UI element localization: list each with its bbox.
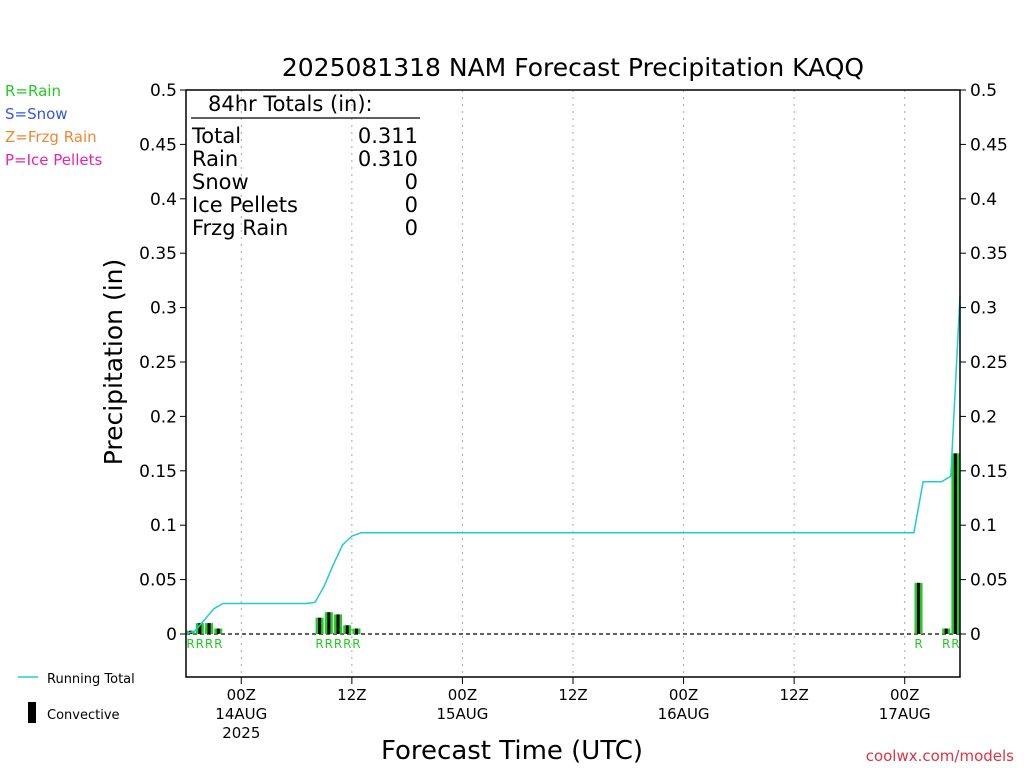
legend-type-1: S=Snow <box>5 105 68 123</box>
totals-value-4: 0 <box>405 216 418 240</box>
precip-type-marker-4: R <box>315 637 323 651</box>
x-tick-label-5-0: 12Z <box>779 686 808 704</box>
y-tick-label-left-6: 0.3 <box>150 299 177 319</box>
convective-bar-11 <box>953 453 957 634</box>
y-axis-title: Precipitation (in) <box>99 259 128 466</box>
x-tick-label-4-0: 00Z <box>669 686 698 704</box>
precip-type-marker-5: R <box>325 637 333 651</box>
credit-text: coolwx.com/models <box>866 747 1014 765</box>
y-tick-label-left-1: 0.05 <box>139 571 177 591</box>
precip-type-marker-11: R <box>951 637 959 651</box>
x-tick-label-0-0: 00Z <box>227 686 256 704</box>
totals-value-1: 0.310 <box>358 147 418 171</box>
y-tick-label-right-0: 0 <box>970 625 981 645</box>
precip-type-marker-0: R <box>186 637 194 651</box>
x-tick-label-6-0: 00Z <box>890 686 919 704</box>
y-tick-label-right-1: 0.05 <box>970 571 1008 591</box>
x-tick-label-3-0: 12Z <box>558 686 587 704</box>
totals-heading: 84hr Totals (in): <box>208 92 373 116</box>
y-tick-label-left-2: 0.1 <box>150 516 177 536</box>
convective-bar-7 <box>345 625 349 634</box>
y-tick-label-left-10: 0.5 <box>150 81 177 101</box>
x-tick-label-2-1: 15AUG <box>436 705 488 723</box>
precip-type-marker-8: R <box>352 637 360 651</box>
legend-convective-swatch <box>28 702 36 723</box>
legend-convective-label: Convective <box>47 708 120 723</box>
convective-bar-3 <box>216 628 220 634</box>
totals-value-2: 0 <box>405 170 418 194</box>
y-tick-label-right-6: 0.3 <box>970 299 997 319</box>
y-tick-label-right-8: 0.4 <box>970 190 997 210</box>
precip-type-marker-3: R <box>214 637 222 651</box>
totals-label-3: Ice Pellets <box>192 193 298 217</box>
convective-bar-1 <box>198 623 202 634</box>
convective-bar-4 <box>318 617 322 634</box>
y-tick-label-left-8: 0.4 <box>150 190 177 210</box>
y-tick-label-right-4: 0.2 <box>970 407 997 427</box>
legend-type-2: Z=Frzg Rain <box>5 128 97 146</box>
x-tick-label-2-0: 00Z <box>448 686 477 704</box>
legend-running-total-label: Running Total <box>47 672 135 687</box>
y-tick-label-left-7: 0.35 <box>139 244 177 264</box>
y-tick-label-left-4: 0.2 <box>150 407 177 427</box>
x-tick-label-1-0: 12Z <box>337 686 366 704</box>
x-tick-label-0-2: 2025 <box>222 724 260 742</box>
x-tick-label-6-1: 17AUG <box>879 705 931 723</box>
precip-type-marker-2: R <box>205 637 213 651</box>
y-tick-label-right-2: 0.1 <box>970 516 997 536</box>
x-tick-label-4-1: 16AUG <box>658 705 710 723</box>
precip-type-marker-7: R <box>343 637 351 651</box>
y-tick-label-left-5: 0.25 <box>139 353 177 373</box>
totals-label-2: Snow <box>192 170 249 194</box>
convective-bar-8 <box>354 628 358 634</box>
precip-type-marker-9: R <box>914 637 922 651</box>
y-tick-label-left-3: 0.15 <box>139 462 177 482</box>
y-tick-label-left-0: 0 <box>166 625 177 645</box>
precip-type-marker-6: R <box>334 637 342 651</box>
totals-label-0: Total <box>191 124 241 148</box>
y-tick-label-right-3: 0.15 <box>970 462 1008 482</box>
precip-type-marker-1: R <box>196 637 204 651</box>
y-tick-label-right-5: 0.25 <box>970 353 1008 373</box>
running-total-line <box>185 295 961 635</box>
chart-title: 2025081318 NAM Forecast Precipitation KA… <box>282 53 864 82</box>
y-tick-label-left-9: 0.45 <box>139 135 177 155</box>
convective-bar-5 <box>327 612 331 634</box>
totals-value-0: 0.311 <box>358 124 418 148</box>
totals-value-3: 0 <box>405 193 418 217</box>
y-tick-label-right-9: 0.45 <box>970 135 1008 155</box>
totals-label-1: Rain <box>192 147 238 171</box>
convective-bar-9 <box>917 582 921 634</box>
legend-type-3: P=Ice Pellets <box>5 151 102 169</box>
legend-type-0: R=Rain <box>5 82 61 100</box>
y-tick-label-right-7: 0.35 <box>970 244 1008 264</box>
y-tick-label-right-10: 0.5 <box>970 81 997 101</box>
precip-type-marker-10: R <box>942 637 950 651</box>
convective-bar-10 <box>944 628 948 634</box>
x-axis-title: Forecast Time (UTC) <box>381 736 643 766</box>
convective-bar-2 <box>207 623 211 634</box>
convective-bar-6 <box>336 614 340 634</box>
totals-label-4: Frzg Rain <box>192 216 288 240</box>
x-tick-label-0-1: 14AUG <box>215 705 267 723</box>
